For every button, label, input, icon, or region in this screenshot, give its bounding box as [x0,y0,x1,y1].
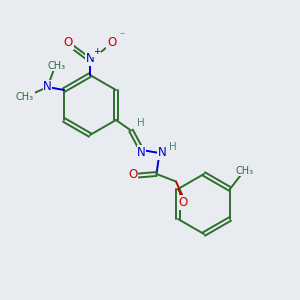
Text: CH₃: CH₃ [16,92,34,103]
Text: H: H [137,118,145,128]
Text: N: N [137,146,146,159]
Text: O: O [128,167,138,181]
Text: ⁻: ⁻ [119,31,124,41]
Text: H: H [169,142,177,152]
Text: O: O [64,36,73,50]
Text: O: O [107,36,116,50]
Text: N: N [85,52,94,65]
Text: N: N [43,80,52,94]
Text: O: O [179,196,188,209]
Text: CH₃: CH₃ [236,166,254,176]
Text: +: + [93,47,100,56]
Text: N: N [158,146,166,160]
Text: CH₃: CH₃ [47,61,66,71]
